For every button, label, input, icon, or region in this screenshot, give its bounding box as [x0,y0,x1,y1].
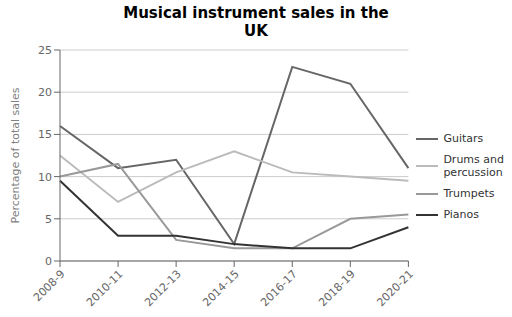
html-text:Guitars: Guitars [443,132,484,145]
html-text:percussion: percussion [443,166,503,179]
svg-text:2008-9: 2008-9 [31,267,68,304]
svg-text:2012-13: 2012-13 [142,267,184,309]
svg-text:Percentage of total sales: Percentage of total sales [9,87,22,223]
html-text:Pianos: Pianos [443,208,479,221]
html-text:UK: UK [244,22,268,40]
html-text:Musical instrument sales in th: Musical instrument sales in the [123,4,389,22]
svg-text:0: 0 [45,255,52,268]
svg-text:25: 25 [38,44,52,57]
svg-text:2010-11: 2010-11 [84,267,126,309]
svg-text:2016-17: 2016-17 [258,267,300,309]
svg-text:2014-15: 2014-15 [200,267,242,309]
html-text:Trumpets: Trumpets [443,187,495,200]
svg-text:15: 15 [38,128,52,141]
svg-text:10: 10 [38,171,52,184]
svg-text:20: 20 [38,86,52,99]
svg-text:2020-21: 2020-21 [374,267,416,309]
html-text:Drums and: Drums and [443,153,504,166]
svg-text:5: 5 [45,213,52,226]
svg-text:2018-19: 2018-19 [316,267,358,309]
